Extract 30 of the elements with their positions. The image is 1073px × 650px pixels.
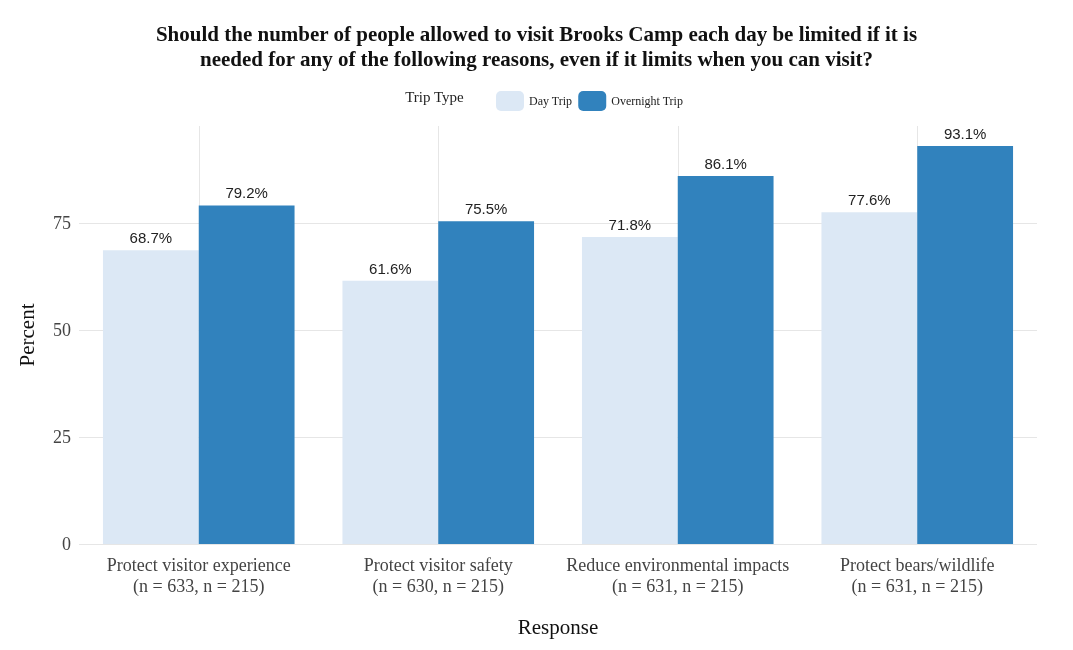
x-tick-label: Protect bears/wildlife (n = 631, n = 215) bbox=[840, 554, 995, 597]
x-tick-label: Protect visitor experience (n = 633, n = 215) bbox=[106, 554, 291, 597]
data-label: 61.6% bbox=[369, 259, 412, 277]
data-label: 93.1% bbox=[943, 125, 987, 143]
bar bbox=[198, 205, 295, 544]
data-label: 71.8% bbox=[608, 216, 652, 234]
y-tick-label: 25 bbox=[53, 427, 71, 448]
chart-title: Should the number of people allowed to visit Brooks Camp each day be limited if it is needed for any of the following reasons, even if it limits when you can visit? bbox=[155, 21, 918, 71]
data-label: 79.2% bbox=[225, 184, 268, 202]
y-tick-label: 75 bbox=[53, 213, 71, 234]
data-label: 86.1% bbox=[704, 155, 747, 173]
x-tick-label: Reduce environmental impacts (n = 631, n = 215) bbox=[566, 554, 790, 597]
bar bbox=[677, 176, 774, 544]
y-tick-label: 0 bbox=[62, 534, 71, 554]
bar bbox=[917, 146, 1014, 544]
legend-label: Overnight Trip bbox=[611, 94, 683, 108]
data-label: 68.7% bbox=[129, 229, 173, 247]
bar bbox=[102, 250, 199, 544]
legend-title: Trip Type bbox=[405, 88, 465, 105]
y-tick-label: 50 bbox=[53, 320, 71, 341]
data-label: 75.5% bbox=[464, 200, 508, 218]
bar bbox=[342, 280, 439, 544]
bar bbox=[438, 221, 535, 544]
bar bbox=[581, 237, 678, 544]
x-axis-title: Response bbox=[517, 614, 599, 639]
y-axis-title: Percent bbox=[14, 303, 39, 367]
data-label: 77.6% bbox=[848, 191, 891, 209]
bar bbox=[821, 212, 918, 544]
x-tick-label: Protect visitor safety (n = 630, n = 215) bbox=[363, 554, 513, 597]
legend-label: Day Trip bbox=[529, 94, 573, 108]
